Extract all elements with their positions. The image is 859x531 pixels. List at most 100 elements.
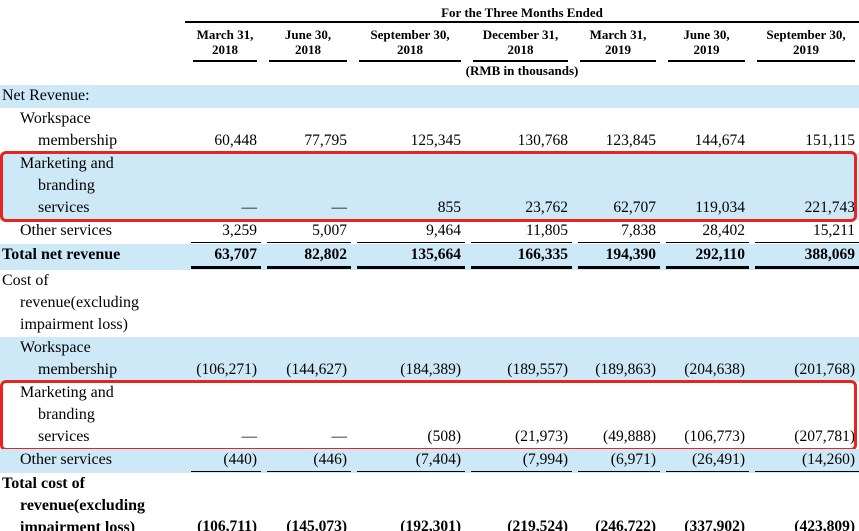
value-text xyxy=(471,314,572,336)
value-cell xyxy=(185,85,261,108)
value-cell: (145,073) xyxy=(261,516,351,531)
table-column-headers-row: March 31, 2018 June 30, 2018 September 30,… xyxy=(0,23,859,62)
value-cell: (189,557) xyxy=(465,359,572,382)
value-cell xyxy=(749,314,859,337)
value-text: (189,557) xyxy=(507,361,568,378)
value-cell: 28,402 xyxy=(660,220,749,244)
table-row: Marketing and branding services — — (508) (2… xyxy=(0,380,859,451)
value-text: 15,211 xyxy=(755,220,859,243)
column-header-label: September 30, 2018 xyxy=(359,26,461,62)
value-cell: 77,795 xyxy=(261,130,351,153)
row-label: Workspace membership xyxy=(20,339,118,378)
value-text xyxy=(267,314,351,336)
value-text: 3,259 xyxy=(191,220,261,243)
value-cell xyxy=(261,85,351,108)
value-cell: — xyxy=(185,197,261,220)
value-text: 7,838 xyxy=(578,220,660,243)
value-text: 23,762 xyxy=(525,199,568,216)
value-text: (184,389) xyxy=(400,361,461,378)
value-cell xyxy=(660,314,749,337)
value-cell: 9,464 xyxy=(351,220,465,244)
value-text: 62,707 xyxy=(613,199,656,216)
value-cell: (192,301) xyxy=(351,516,465,531)
column-header: December 31, 2018 xyxy=(465,23,572,62)
column-header-label: June 30, 2018 xyxy=(269,26,347,62)
value-cell: 3,259 xyxy=(185,220,261,244)
value-text: 125,345 xyxy=(410,132,461,149)
value-cell: (246,722) xyxy=(572,516,660,531)
value-cell: 135,664 xyxy=(351,244,465,270)
row-label: Cost of revenue(excluding impairment los… xyxy=(2,272,140,333)
value-cell: 194,390 xyxy=(572,244,660,270)
value-text: — xyxy=(331,199,348,216)
value-cell xyxy=(261,314,351,337)
table-row: Net Revenue: xyxy=(0,85,859,108)
column-header: June 30, 2019 xyxy=(660,23,749,62)
value-cell: 11,805 xyxy=(465,220,572,244)
value-cell: 123,845 xyxy=(572,130,660,153)
value-text: 855 xyxy=(437,199,461,216)
value-text xyxy=(191,314,261,336)
header-spacer xyxy=(0,62,185,85)
value-cell: 855 xyxy=(351,197,465,220)
value-cell: (144,627) xyxy=(261,359,351,382)
value-cell: — xyxy=(261,197,351,220)
value-text xyxy=(471,85,572,107)
value-text: (106,271) xyxy=(196,361,257,378)
value-cell: 166,335 xyxy=(465,244,572,270)
value-text: 63,707 xyxy=(191,244,261,269)
column-header: September 30, 2019 xyxy=(749,23,859,62)
value-cell xyxy=(465,85,572,108)
column-header: June 30, 2018 xyxy=(261,23,351,62)
table-row: Total cost of revenue(excluding impairme… xyxy=(0,473,859,531)
table-row: Total net revenue 63,707 82,802 135,664 166,… xyxy=(0,244,859,270)
column-header: March 31, 2018 xyxy=(185,23,261,62)
value-cell: 388,069 xyxy=(749,244,859,270)
value-cell: (106,773) xyxy=(660,426,749,449)
value-cell xyxy=(749,85,859,108)
value-text: (14,260) xyxy=(755,449,859,472)
row-label: Total net revenue xyxy=(2,246,121,263)
value-text: (246,722) xyxy=(578,516,660,531)
header-spacer xyxy=(0,23,185,62)
value-text: (508) xyxy=(427,428,461,445)
value-cell: (26,491) xyxy=(660,449,749,473)
value-cell: 60,448 xyxy=(185,130,261,153)
value-cell: 125,345 xyxy=(351,130,465,153)
value-text: (446) xyxy=(267,449,351,472)
table-row: Workspace membership 60,448 77,795 125,345 1… xyxy=(0,108,859,153)
value-cell: 5,007 xyxy=(261,220,351,244)
value-text: 130,768 xyxy=(517,132,568,149)
value-cell: 63,707 xyxy=(185,244,261,270)
value-cell: (189,863) xyxy=(572,359,660,382)
value-cell xyxy=(185,314,261,337)
column-header: March 31, 2019 xyxy=(572,23,660,62)
header-spacer xyxy=(0,6,185,23)
value-text: 166,335 xyxy=(471,244,572,269)
table-header-title-row: For the Three Months Ended xyxy=(0,6,859,23)
table-row: Cost of revenue(excluding impairment los… xyxy=(0,270,859,337)
value-cell: — xyxy=(261,426,351,449)
value-cell xyxy=(572,85,660,108)
value-cell: 62,707 xyxy=(572,197,660,220)
value-cell: (440) xyxy=(185,449,261,473)
value-text: 119,034 xyxy=(695,199,745,216)
value-cell: (184,389) xyxy=(351,359,465,382)
value-text xyxy=(666,85,749,107)
value-cell: (219,524) xyxy=(465,516,572,531)
value-text xyxy=(666,314,749,336)
value-text: 221,743 xyxy=(804,199,855,216)
value-text xyxy=(267,85,351,107)
value-cell: 82,802 xyxy=(261,244,351,270)
row-label: Marketing and branding services xyxy=(20,384,114,445)
value-text: 28,402 xyxy=(666,220,749,243)
value-text xyxy=(578,85,660,107)
value-text: 135,664 xyxy=(357,244,465,269)
value-cell: 15,211 xyxy=(749,220,859,244)
value-text: (189,863) xyxy=(595,361,656,378)
value-text: — xyxy=(241,428,258,445)
value-text xyxy=(578,314,660,336)
value-text: (6,971) xyxy=(578,449,660,472)
value-cell: (49,888) xyxy=(572,426,660,449)
